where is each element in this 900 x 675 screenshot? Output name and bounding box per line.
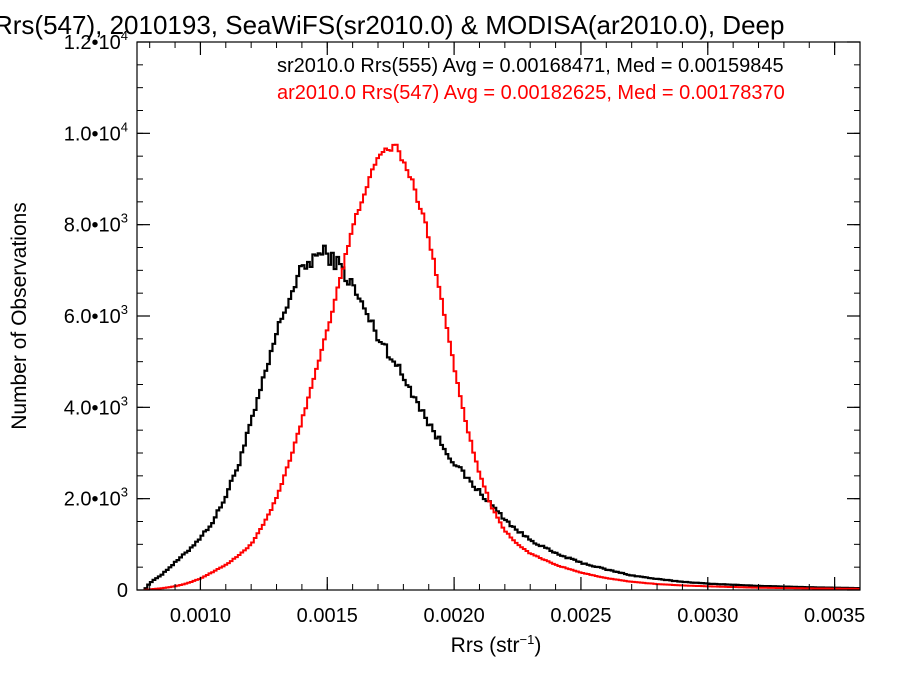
x-tick-labels: 0.0010 0.0015 0.0020 0.0025 0.0030 0.0035 — [170, 605, 865, 627]
x-tick-label: 0.0015 — [297, 605, 358, 627]
series-line-ar2010-rrs547 — [143, 143, 860, 590]
y-tick-exponent: 3 — [121, 211, 128, 226]
legend-entry-sr2010: sr2010.0 Rrs(555) Avg = 0.00168471, Med … — [277, 55, 784, 77]
x-tick-label: 0.0010 — [170, 605, 231, 627]
y-tick-exponent: 3 — [121, 485, 128, 500]
x-axis-label-tail: ) — [534, 634, 541, 657]
legend: sr2010.0 Rrs(555) Avg = 0.00168471, Med … — [277, 55, 785, 104]
y-tick-mantissa: 0 — [117, 580, 128, 602]
x-axis-label-main: Rrs (str — [451, 634, 520, 657]
y-tick-mantissa: 2.0•10 — [64, 489, 121, 511]
y-tick-mantissa: 6.0•10 — [64, 306, 121, 328]
y-tick-label: 4.0•103 — [64, 393, 128, 419]
axis-ticks — [137, 41, 861, 591]
y-tick-label: 6.0•103 — [64, 302, 128, 328]
y-tick-mantissa: 8.0•10 — [64, 215, 121, 237]
y-tick-exponent: 3 — [121, 393, 128, 408]
x-tick-label: 0.0020 — [424, 605, 485, 627]
y-tick-labels: 02.0•1034.0•1036.0•1038.0•1031.0•1041.2•… — [64, 28, 128, 602]
x-axis-label: Rrs (str−1) — [451, 632, 542, 657]
y-tick-label: 1.0•104 — [64, 119, 128, 145]
legend-entry-ar2010: ar2010.0 Rrs(547) Avg = 0.00182625, Med … — [277, 82, 785, 104]
series-line-sr2010-rrs555 — [143, 244, 860, 590]
y-tick-mantissa: 4.0•10 — [64, 397, 121, 419]
chart-title: Rrs(547), 2010193, SeaWiFS(sr2010.0) & M… — [0, 10, 784, 40]
y-axis-label: Number of Observations — [8, 202, 31, 430]
y-tick-label: 0 — [117, 580, 128, 602]
x-tick-label: 0.0025 — [550, 605, 611, 627]
y-tick-label: 8.0•103 — [64, 211, 128, 237]
x-tick-label: 0.0035 — [804, 605, 865, 627]
x-tick-label: 0.0030 — [677, 605, 738, 627]
series-layer — [143, 143, 860, 590]
y-tick-exponent: 4 — [121, 28, 128, 43]
y-tick-mantissa: 1.0•10 — [64, 123, 121, 145]
y-tick-exponent: 4 — [121, 119, 128, 134]
y-tick-mantissa: 1.2•10 — [64, 32, 121, 54]
y-tick-label: 1.2•104 — [64, 28, 128, 54]
x-axis-label-superscript: −1 — [520, 632, 535, 647]
y-tick-label: 2.0•103 — [64, 485, 128, 511]
y-tick-exponent: 3 — [121, 302, 128, 317]
